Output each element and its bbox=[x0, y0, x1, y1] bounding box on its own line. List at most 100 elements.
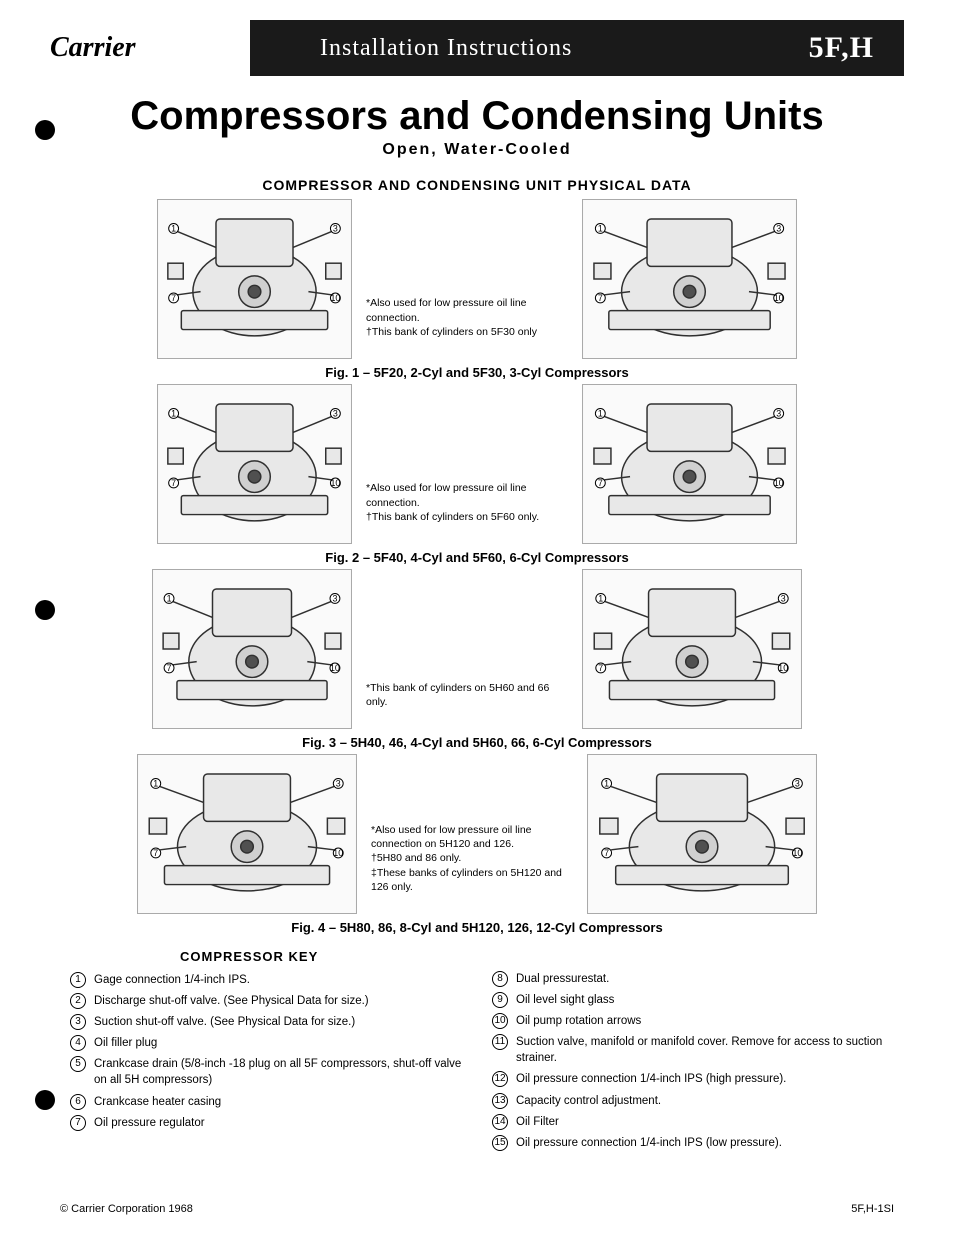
key-number: 2 bbox=[70, 993, 86, 1009]
figure-caption: Fig. 3 – 5H40, 46, 4-Cyl and 5H60, 66, 6… bbox=[50, 735, 904, 750]
subtitle: Open, Water-Cooled bbox=[50, 141, 904, 159]
key-item: 7 Oil pressure regulator bbox=[70, 1115, 462, 1131]
key-number: 14 bbox=[492, 1114, 508, 1130]
bullet-dot bbox=[35, 120, 55, 140]
key-text: Oil pressure connection 1/4-inch IPS (lo… bbox=[516, 1135, 884, 1151]
key-col-left: COMPRESSOR KEY 1 Gage connection 1/4-inch… bbox=[70, 949, 462, 1156]
figure-note: *This bank of cylinders on 5H60 and 66 o… bbox=[362, 681, 572, 729]
copyright: © Carrier Corporation 1968 bbox=[60, 1203, 193, 1215]
figure-image-left: 1 3 10 7 bbox=[137, 754, 357, 914]
key-text: Oil filler plug bbox=[94, 1035, 462, 1051]
key-item: 13 Capacity control adjustment. bbox=[492, 1093, 884, 1109]
figure-image-right: 1 3 10 7 bbox=[582, 199, 797, 359]
figure-block: 1 3 10 7 *This bank of cylinders on 5H60… bbox=[50, 569, 904, 750]
svg-text:10: 10 bbox=[330, 663, 340, 673]
svg-text:10: 10 bbox=[778, 663, 788, 673]
key-text: Gage connection 1/4-inch IPS. bbox=[94, 972, 462, 988]
key-number: 3 bbox=[70, 1014, 86, 1030]
key-title: COMPRESSOR KEY bbox=[180, 949, 462, 964]
svg-text:7: 7 bbox=[171, 293, 176, 303]
svg-text:3: 3 bbox=[332, 593, 337, 603]
key-text: Oil pump rotation arrows bbox=[516, 1013, 884, 1029]
svg-text:1: 1 bbox=[171, 223, 176, 233]
brand-logo: Carrier bbox=[50, 32, 250, 64]
key-number: 12 bbox=[492, 1071, 508, 1087]
key-number: 13 bbox=[492, 1093, 508, 1109]
key-text: Capacity control adjustment. bbox=[516, 1093, 884, 1109]
svg-text:1: 1 bbox=[604, 778, 609, 788]
figure-image-right: 1 3 10 7 bbox=[582, 569, 802, 729]
header-title: Installation Instructions bbox=[320, 35, 572, 62]
key-item: 3 Suction shut-off valve. (See Physical D… bbox=[70, 1014, 462, 1030]
header-row: Carrier Installation Instructions 5F,H bbox=[50, 20, 904, 76]
svg-text:10: 10 bbox=[333, 848, 343, 858]
svg-text:1: 1 bbox=[598, 408, 603, 418]
key-number: 4 bbox=[70, 1035, 86, 1051]
key-text: Crankcase drain (5/8-inch -18 plug on al… bbox=[94, 1056, 462, 1088]
key-item: 8Dual pressurestat. bbox=[492, 971, 884, 987]
key-item: 4 Oil filler plug bbox=[70, 1035, 462, 1051]
key-item: 15 Oil pressure connection 1/4-inch IPS (… bbox=[492, 1135, 884, 1151]
figure-block: 1 3 10 7 *Also used for low pressure oil… bbox=[50, 384, 904, 565]
svg-text:7: 7 bbox=[598, 478, 603, 488]
svg-text:7: 7 bbox=[167, 663, 172, 673]
key-item: 10 Oil pump rotation arrows bbox=[492, 1013, 884, 1029]
key-number: 7 bbox=[70, 1115, 86, 1131]
header-model: 5F,H bbox=[809, 31, 874, 65]
key-text: Crankcase heater casing bbox=[94, 1094, 462, 1110]
svg-text:1: 1 bbox=[171, 408, 176, 418]
svg-text:3: 3 bbox=[333, 408, 338, 418]
svg-text:7: 7 bbox=[598, 293, 603, 303]
key-text: Oil pressure connection 1/4-inch IPS (hi… bbox=[516, 1071, 884, 1087]
figure-note: *Also used for low pressure oil line con… bbox=[367, 823, 577, 914]
key-number: 9 bbox=[492, 992, 508, 1008]
figure-caption: Fig. 2 – 5F40, 4-Cyl and 5F60, 6-Cyl Com… bbox=[50, 550, 904, 565]
compressor-key: COMPRESSOR KEY 1 Gage connection 1/4-inch… bbox=[50, 949, 904, 1156]
key-text: Suction shut-off valve. (See Physical Da… bbox=[94, 1014, 462, 1030]
key-item: 14 Oil Filter bbox=[492, 1114, 884, 1130]
key-text: Oil Filter bbox=[516, 1114, 884, 1130]
key-item: 11Suction valve, manifold or manifold co… bbox=[492, 1034, 884, 1066]
figure-caption: Fig. 4 – 5H80, 86, 8-Cyl and 5H120, 126,… bbox=[50, 920, 904, 935]
figure-image-right: 1 3 10 7 bbox=[582, 384, 797, 544]
key-item: 1 Gage connection 1/4-inch IPS. bbox=[70, 972, 462, 988]
key-item: 12 Oil pressure connection 1/4-inch IPS (… bbox=[492, 1071, 884, 1087]
svg-text:10: 10 bbox=[774, 478, 784, 488]
main-title: Compressors and Condensing Units bbox=[50, 94, 904, 139]
key-text: Oil level sight glass bbox=[516, 992, 884, 1008]
svg-text:7: 7 bbox=[598, 663, 603, 673]
doc-number: 5F,H-1SI bbox=[851, 1203, 894, 1215]
figure-caption: Fig. 1 – 5F20, 2-Cyl and 5F30, 3-Cyl Com… bbox=[50, 365, 904, 380]
bullet-dot bbox=[35, 1090, 55, 1110]
figure-image-left: 1 3 10 7 bbox=[157, 199, 352, 359]
svg-text:7: 7 bbox=[604, 848, 609, 858]
header-bar: Installation Instructions 5F,H bbox=[250, 20, 904, 76]
svg-text:3: 3 bbox=[333, 223, 338, 233]
svg-text:7: 7 bbox=[171, 478, 176, 488]
key-number: 10 bbox=[492, 1013, 508, 1029]
svg-text:10: 10 bbox=[330, 478, 340, 488]
figure-image-left: 1 3 10 7 bbox=[152, 569, 352, 729]
svg-text:7: 7 bbox=[153, 848, 158, 858]
svg-text:10: 10 bbox=[774, 293, 784, 303]
figure-image-right: 1 3 10 7 bbox=[587, 754, 817, 914]
svg-text:10: 10 bbox=[792, 848, 802, 858]
svg-text:1: 1 bbox=[167, 593, 172, 603]
svg-text:3: 3 bbox=[795, 778, 800, 788]
key-text: Oil pressure regulator bbox=[94, 1115, 462, 1131]
key-col-right: 8Dual pressurestat. 9 Oil level sight glas… bbox=[492, 949, 884, 1156]
figure-note: *Also used for low pressure oil line con… bbox=[362, 481, 572, 544]
key-number: 15 bbox=[492, 1135, 508, 1151]
figure-block: 1 3 10 7 *Also used for low pressure oil… bbox=[50, 754, 904, 935]
svg-text:1: 1 bbox=[153, 778, 158, 788]
key-item: 9 Oil level sight glass bbox=[492, 992, 884, 1008]
figure-block: 1 3 10 7 *Also used for low pressure oil… bbox=[50, 199, 904, 380]
key-number: 11 bbox=[492, 1034, 508, 1050]
figure-image-left: 1 3 10 7 bbox=[157, 384, 352, 544]
key-item: 5Crankcase drain (5/8-inch -18 plug on a… bbox=[70, 1056, 462, 1088]
key-text: Dual pressurestat. bbox=[516, 971, 884, 987]
key-number: 1 bbox=[70, 972, 86, 988]
svg-text:3: 3 bbox=[336, 778, 341, 788]
figure-note: *Also used for low pressure oil line con… bbox=[362, 296, 572, 359]
svg-text:10: 10 bbox=[330, 293, 340, 303]
